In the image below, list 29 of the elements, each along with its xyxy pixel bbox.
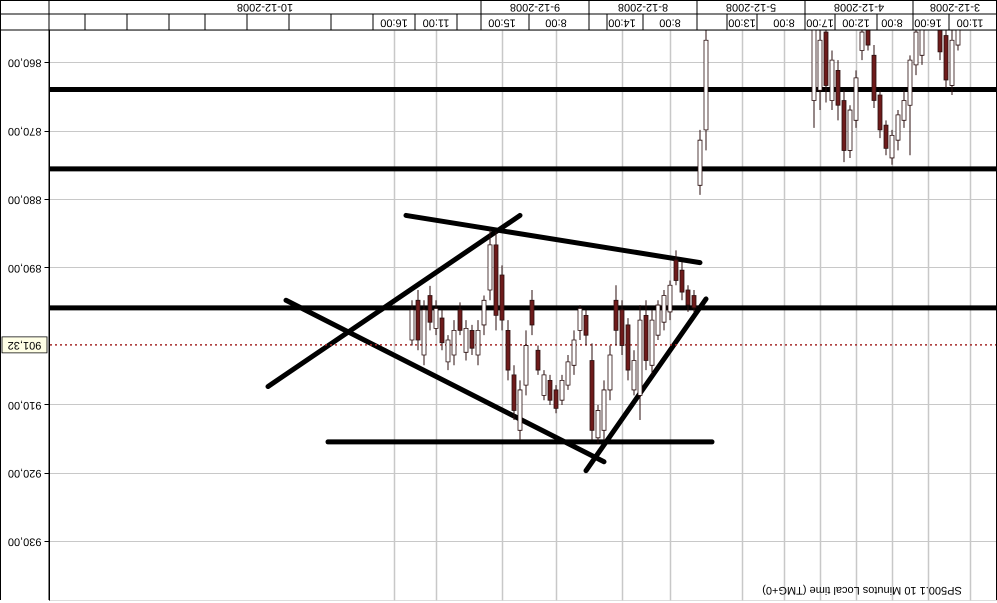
y-tick-label: 910,00 xyxy=(8,398,42,411)
y-tick-label: 890,00 xyxy=(8,262,42,274)
y-tick-label: 920,00 xyxy=(8,467,42,480)
x-tick-label: 8:00 xyxy=(881,16,903,28)
x-tick-label: 16:00 xyxy=(380,16,408,28)
text: 4-12-2008 xyxy=(834,1,884,13)
x-tick-label: 8:00 xyxy=(659,16,681,28)
candlestick xyxy=(536,344,540,376)
text: 5-12-2008 xyxy=(726,1,776,13)
x-tick-label: 17:00 xyxy=(806,16,834,28)
x-tick-label: 8:00 xyxy=(773,16,795,28)
x-tick-label: 11:00 xyxy=(956,16,984,28)
text: 3-12-2008 xyxy=(930,1,980,13)
text: 8-12-2008 xyxy=(618,1,668,13)
y-tick-label: 860,00 xyxy=(8,56,42,69)
x-tick-label: 12:00 xyxy=(842,16,870,28)
y-tick-label: 870,00 xyxy=(8,125,42,138)
ref-line-label: 901,32 xyxy=(8,338,42,351)
y-tick-label: 880,00 xyxy=(8,194,42,206)
y-tick-label: 930,00 xyxy=(8,536,42,548)
text: 9-12-2008 xyxy=(510,1,560,13)
text: SP500.1 10 Minutos Local time (TMG+0) xyxy=(762,584,962,596)
x-tick-label: 8:00 xyxy=(545,16,567,28)
x-tick-label: 16:00 xyxy=(914,16,942,28)
text: 10-12-2008 xyxy=(236,1,294,13)
x-tick-label: 15:00 xyxy=(488,16,516,28)
x-tick-label: 11:00 xyxy=(422,16,450,28)
x-tick-label: 13:00 xyxy=(728,16,756,28)
x-tick-label: 14:00 xyxy=(608,16,636,28)
